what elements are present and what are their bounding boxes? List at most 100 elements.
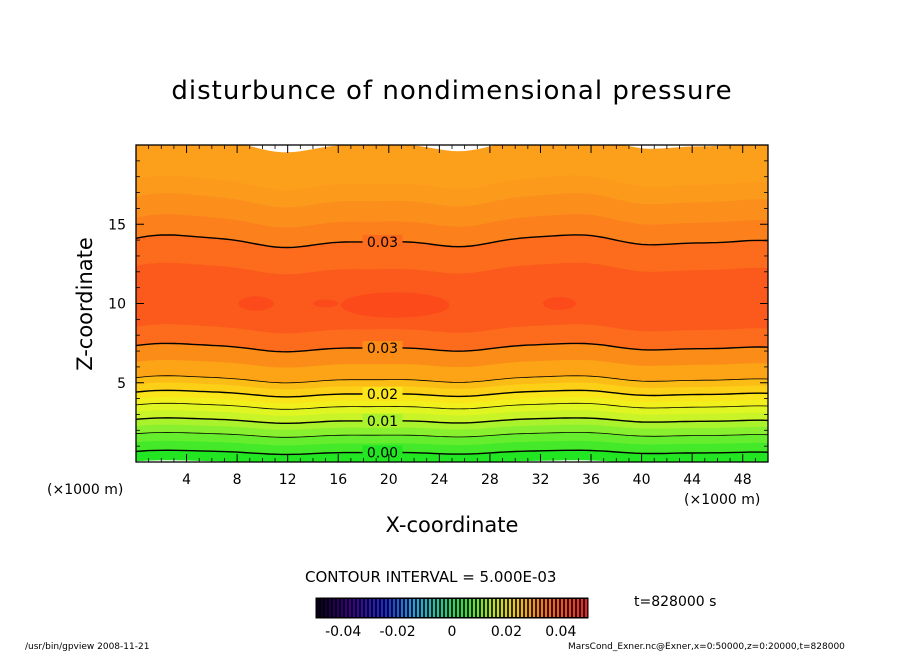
contour-label-bg-7 [362,234,403,249]
colorbar-tick-label-2: 0 [448,624,457,640]
colorbar-cell-45 [496,599,500,617]
colorbar-cell-3 [328,599,332,617]
contour-label-6: 0.03 [367,341,398,357]
footer-right: MarsCond_Exner.nc@Exner,x=0:50000,z=0:20… [568,642,845,652]
contour-label-bg-2 [362,413,403,428]
colorbar-cell-32 [444,599,448,617]
colorbar-cell-63 [568,599,572,617]
colorbar-cell-20 [396,599,400,617]
x-tick-label-11: 48 [734,472,752,488]
colorbar-cell-15 [376,599,380,617]
contour-label-0: 0.00 [367,446,398,462]
x-tick-label-0: 4 [182,472,191,488]
y-axis-label: Z-coordinate [73,237,97,371]
colorbar-cell-55 [536,599,540,617]
colorbar-cell-43 [488,599,492,617]
colorbar-cell-41 [480,599,484,617]
contour-line-7 [136,234,768,249]
pressure-max-blob-3 [543,297,576,310]
colorbar-cell-56 [540,599,544,617]
colorbar-cell-50 [516,599,520,617]
chart-title: disturbunce of nondimensional pressure [171,76,733,106]
colorbar-cell-33 [448,599,452,617]
colorbar-cell-62 [564,599,568,617]
x-tick-label-8: 36 [582,472,600,488]
contour-label-bg-4 [362,386,403,401]
contour-label-7: 0.03 [367,235,398,251]
contour-line-6 [136,342,768,353]
footer-left: /usr/bin/gpview 2008-11-21 [25,642,150,652]
contour-label-2: 0.01 [367,414,398,430]
colorbar-cell-31 [440,599,444,617]
x-unit-left: (×1000 m) [47,482,124,498]
colorbar-cell-7 [344,599,348,617]
colorbar-cell-17 [384,599,388,617]
pressure-max-blob-2 [312,299,339,308]
colorbar-cell-10 [356,599,360,617]
x-tick-label-6: 28 [481,472,499,488]
colorbar-cell-59 [552,599,556,617]
colorbar-cell-29 [432,599,436,617]
colorbar-tick-label-4: 0.04 [545,624,576,640]
x-unit-right: (×1000 m) [684,492,761,508]
x-tick-label-4: 20 [380,472,398,488]
colorbar-cell-39 [472,599,476,617]
colorbar-cell-28 [428,599,432,617]
colorbar-cell-46 [500,599,504,617]
contour-line-1 [136,431,768,438]
colorbar-cell-12 [364,599,368,617]
colorbar-cell-42 [484,599,488,617]
contour-label-bg-0 [362,445,403,460]
x-axis-label: X-coordinate [385,513,519,537]
colorbar-cell-27 [424,599,428,617]
contour-line-3 [136,402,768,410]
colorbar-cell-22 [404,599,408,617]
contour-label-4: 0.02 [367,387,398,403]
x-tick-label-9: 40 [633,472,651,488]
colorbar-cell-5 [336,599,340,617]
colorbar-cell-1 [320,599,324,617]
colorbar-cell-37 [464,599,468,617]
x-tick-label-2: 12 [279,472,297,488]
colorbar-frame [315,597,589,619]
colorbar-cell-44 [492,599,496,617]
contour-label-bg-6 [362,341,403,356]
colorbar-cell-51 [520,599,524,617]
contour-interval-label: CONTOUR INTERVAL = 5.000E-03 [305,568,557,586]
colorbar-cell-13 [368,599,372,617]
colorbar-cell-23 [408,599,412,617]
colorbar-cell-11 [360,599,364,617]
colorbar-cell-40 [476,599,480,617]
time-label: t=828000 s [634,594,717,610]
colorbar-cell-47 [504,599,508,617]
colorbar-cell-57 [544,599,548,617]
colorbar-cell-26 [420,599,424,617]
colorbar-cell-34 [452,599,456,617]
colorbar-cell-24 [412,599,416,617]
y-tick-label-0: 5 [117,376,126,392]
colorbar-tick-label-0: -0.04 [325,624,361,640]
contour-line-5 [136,375,768,384]
colorbar-cell-0 [316,599,320,617]
colorbar-cell-66 [580,599,584,617]
colorbar-cell-35 [456,599,460,617]
contour-line-4 [136,389,768,398]
x-tick-label-7: 32 [532,472,550,488]
colorbar-cell-18 [388,599,392,617]
colorbar: -0.04 -0.02 0 0.02 0.04 [315,597,589,640]
colorbar-cell-19 [392,599,396,617]
y-tick-label-2: 15 [108,217,126,233]
colorbar-cell-49 [512,599,516,617]
colorbar-cell-54 [532,599,536,617]
colorbar-cell-61 [560,599,564,617]
contour-line-2 [136,417,768,424]
contour-line-0 [136,449,768,456]
colorbar-cell-64 [572,599,576,617]
colorbar-cell-25 [416,599,420,617]
colorbar-cell-8 [348,599,352,617]
colorbar-cell-38 [468,599,472,617]
colorbar-cell-2 [324,599,328,617]
x-tick-label-5: 24 [430,472,448,488]
